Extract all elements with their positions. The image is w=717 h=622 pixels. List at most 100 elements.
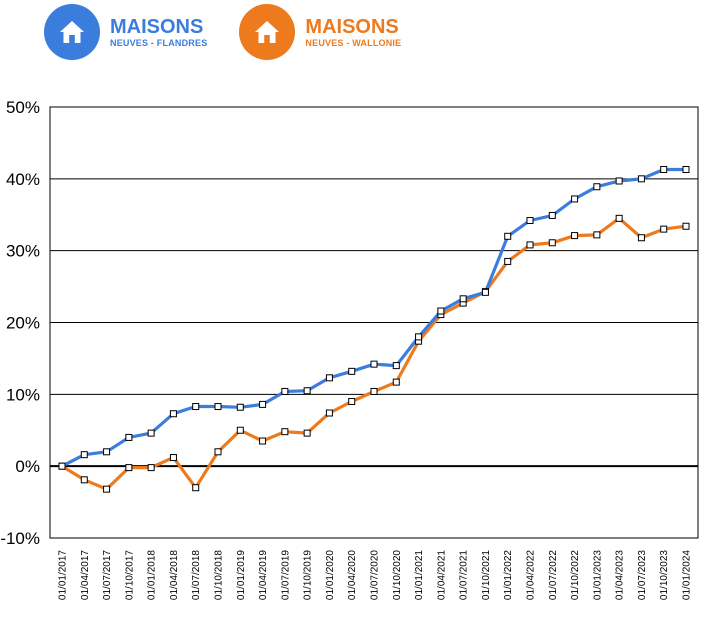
y-tick-label: 30% [6,242,40,261]
data-point-1 [348,398,356,406]
x-tick-label: 01/01/2023 [592,550,603,600]
x-tick-label: 01/04/2017 [80,550,91,600]
data-point-1 [259,437,267,445]
x-tick-label: 01/10/2021 [481,550,492,600]
y-tick-label: 20% [6,314,40,333]
x-tick-label: 01/10/2018 [214,550,225,600]
x-tick-label: 01/01/2019 [236,550,247,600]
data-point-1 [593,231,601,239]
x-tick-label: 01/04/2018 [169,550,180,600]
data-point-1 [325,409,333,417]
data-point-0 [481,288,489,296]
data-point-0 [637,175,645,183]
data-point-1 [571,232,579,240]
y-tick-label: 0% [15,457,40,476]
data-point-0 [437,307,445,315]
x-tick-label: 01/10/2023 [659,550,670,600]
data-point-1 [80,476,88,484]
x-tick-label: 01/10/2019 [303,550,314,600]
legend-item-flandres: MAISONS NEUVES - FLANDRES [44,4,207,60]
legend-badge-wallonie [239,4,296,60]
legend-item-wallonie: MAISONS NEUVES - WALLONIE [239,4,401,60]
x-tick-label: 01/10/2020 [392,550,403,600]
data-point-1 [504,257,512,265]
y-tick-label: 50% [6,98,40,117]
data-point-1 [169,454,177,462]
data-point-1 [147,464,155,472]
x-tick-label: 01/01/2024 [682,550,693,600]
x-tick-label: 01/07/2021 [459,550,470,600]
x-tick-label: 01/04/2020 [347,550,358,600]
x-tick-label: 01/07/2019 [280,550,291,600]
data-point-0 [370,360,378,368]
data-point-1 [548,239,556,247]
data-point-0 [103,448,111,456]
x-tick-label: 01/10/2017 [124,550,135,600]
data-point-1 [281,428,289,436]
data-point-1 [236,426,244,434]
data-point-0 [548,211,556,219]
data-point-0 [682,165,690,173]
data-point-0 [281,387,289,395]
data-point-0 [147,429,155,437]
data-point-0 [192,403,200,411]
series-lines [58,165,690,493]
x-tick-label: 01/01/2021 [414,550,425,600]
data-point-0 [415,333,423,341]
series-line-0 [61,167,686,468]
series-line-1 [61,216,687,491]
gridlines [49,106,699,539]
legend-badge-flandres [44,4,100,60]
data-point-0 [526,216,534,224]
x-tick-label: 01/07/2020 [370,550,381,600]
x-tick-label: 01/01/2022 [503,550,514,600]
data-point-1 [615,214,623,222]
x-tick-label: 01/01/2018 [147,550,158,600]
data-point-0 [236,403,244,411]
data-point-1 [370,387,378,395]
x-tick-label: 01/04/2022 [526,550,537,600]
data-point-1 [103,485,111,493]
data-point-1 [214,448,222,456]
data-point-0 [392,362,400,370]
x-tick-label: 01/01/2017 [58,550,69,600]
data-point-0 [125,433,133,441]
data-point-1 [526,241,534,249]
x-tick-label: 01/07/2023 [637,550,648,600]
x-axis-ticks: 01/01/2017 01/04/2017 01/07/2017 01/10/2017… [58,550,693,600]
legend-title-flandres: MAISONS [110,15,204,38]
house-icon [60,21,84,43]
data-point-0 [615,177,623,185]
x-tick-label: 01/01/2020 [325,550,336,600]
legend-subtitle-wallonie: NEUVES - WALLONIE [305,37,402,48]
data-point-1 [660,225,668,233]
x-tick-label: 01/04/2023 [615,550,626,600]
y-axis-ticks: -10% 0% 10% 20% 30% 40% 50% [0,98,40,548]
data-point-0 [325,374,333,382]
data-point-0 [571,195,579,203]
legend: MAISONS NEUVES - FLANDRES MAISONS NEUVES… [44,4,401,60]
data-point-0 [459,295,467,303]
data-point-0 [169,410,177,418]
house-icon [255,21,280,43]
data-point-0 [80,451,88,459]
x-tick-label: 01/04/2021 [436,550,447,600]
data-point-0 [348,367,356,375]
legend-title-wallonie: MAISONS [305,15,399,38]
legend-subtitle-flandres: NEUVES - FLANDRES [110,37,208,48]
x-tick-label: 01/04/2019 [258,550,269,600]
data-point-0 [259,400,267,408]
data-point-0 [214,403,222,411]
data-point-1 [192,484,200,492]
x-tick-label: 01/07/2017 [102,550,113,600]
data-point-1 [637,234,645,242]
data-point-0 [58,462,66,470]
y-tick-label: 10% [6,385,40,404]
x-tick-label: 01/07/2022 [548,550,559,600]
data-point-1 [125,464,133,472]
data-point-0 [593,183,601,191]
data-point-1 [392,378,400,386]
x-tick-label: 01/07/2018 [191,550,202,600]
data-point-0 [660,165,668,173]
